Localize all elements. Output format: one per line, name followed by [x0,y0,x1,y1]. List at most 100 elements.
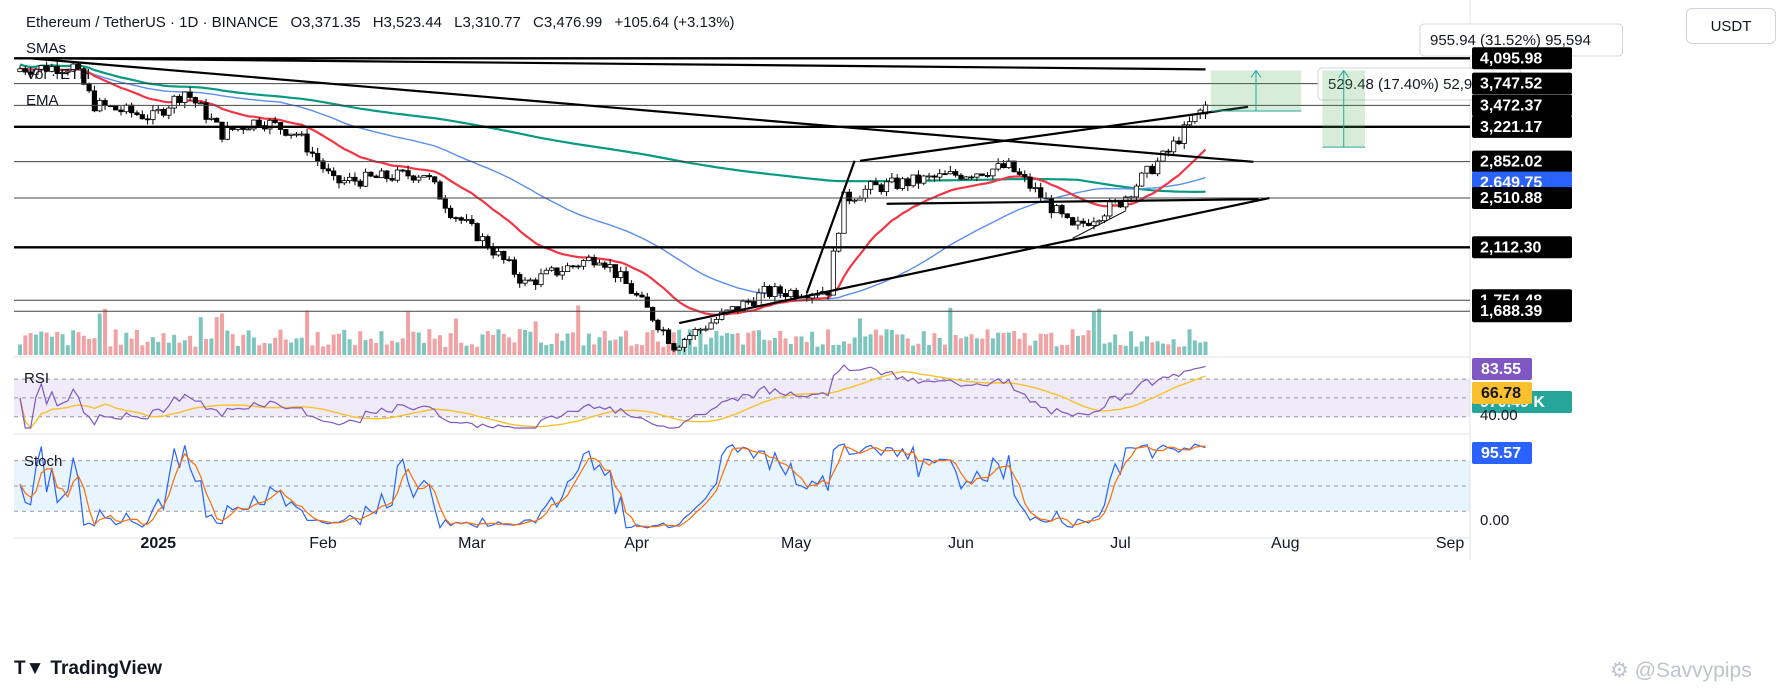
volume-bar [87,338,92,355]
rsi-tag-bg [1472,358,1532,380]
candle-body [623,271,629,284]
volume-bar [1139,341,1144,355]
currency-button[interactable]: USDT [1686,8,1776,44]
volume-bar [879,335,884,355]
volume-bar [985,329,990,355]
candle-body [362,171,369,187]
sma-50-line [19,68,1206,300]
time-axis-label: Aug [1271,535,1299,552]
volume-bar [581,345,586,355]
volume-bar [134,329,139,355]
volume-legend[interactable]: Vol · ETH [26,66,91,83]
candle-body [384,170,390,179]
candle-body [559,271,565,276]
candle-body [421,175,427,178]
volume-bar [772,337,777,355]
volume-bar [124,332,129,355]
volume-bar [820,344,825,355]
candle-series [17,61,1209,353]
candle-body [54,66,60,75]
candle-body [1032,187,1038,190]
candle-body [453,217,459,220]
change-value: +105.64 (+3.13%) [614,14,735,31]
time-axis-label: 2025 [140,535,176,552]
candle-body [1080,220,1086,224]
volume-bar [464,345,469,355]
candle-body [256,119,262,126]
volume-bar [847,343,852,355]
candle-body [442,198,448,209]
price-tag-bg [1472,150,1572,173]
volume-bar [321,346,326,355]
volume-bar [60,334,65,355]
volume-bar [225,330,230,355]
candle-body [368,171,374,177]
candle-body [639,294,645,298]
volume-bar [905,338,910,355]
candle-body [28,71,34,75]
candle-body [139,114,145,120]
stoch-axis-tick: 0.00 [1480,512,1509,529]
candle-body [86,83,92,92]
candle-body [1059,205,1065,215]
price-tag-text: 2,112.30 [1480,239,1542,256]
volume-bar [416,332,421,355]
volume-bar [108,346,113,355]
rsi-line [19,364,1206,429]
candle-body [772,286,778,297]
volume-bar [485,331,490,355]
tradingview-logo[interactable]: T▼ TradingView [14,658,162,680]
candle-body [203,102,209,120]
candle-body [570,265,576,268]
volume-bar [730,333,735,355]
volume-bar [538,342,543,355]
candle-body [644,296,650,308]
candle-body [1171,140,1177,153]
candle-body [347,176,353,182]
volume-bar [788,343,793,355]
candle-body [883,181,890,193]
price-tag-bg [1472,186,1572,209]
volume-bar [666,342,671,355]
volume-bar [384,344,389,355]
volume-bar [1038,333,1043,355]
volume-bar [948,307,953,355]
candle-body [586,256,592,261]
measure-label: 529.48 (17.40%) 52,948 [1317,67,1522,101]
volume-bar [990,338,995,355]
candle-body [479,236,486,242]
candle-body [1186,121,1193,126]
sma-legend[interactable]: SMAs [26,40,67,57]
ema-legend[interactable]: EMA [26,92,59,109]
volume-bar [826,329,831,355]
volume-bar [709,337,714,355]
volume-bar [1123,345,1128,355]
price-tag: 3,221.17 [1472,115,1572,138]
candle-body [575,265,581,268]
candle-body [389,178,395,181]
volume-bar [1198,342,1203,355]
candle-body [910,174,916,187]
rsi-tag-text: 66.78 [1481,385,1521,402]
volume-bar [804,342,809,355]
volume-bar [576,305,581,355]
rsi-tag-bg [1472,382,1532,404]
candle-body [751,301,757,306]
volume-bar [873,329,878,355]
volume-bar [794,336,799,355]
candle-body [293,133,300,136]
price-tag: 1,688.39 [1472,300,1572,323]
candle-body [554,267,560,276]
volume-bar [762,339,767,355]
candle-body [219,121,225,140]
candle-body [915,174,922,184]
candle-body [660,329,666,332]
volume-bar [76,332,81,355]
price-tag: 2,510.88 [1472,186,1572,209]
tradingview-icon: T▼ [14,658,45,679]
volume-bar [1049,332,1054,355]
candle-body [894,177,900,189]
candle-body [1181,124,1187,144]
volume-bar [1171,339,1176,355]
